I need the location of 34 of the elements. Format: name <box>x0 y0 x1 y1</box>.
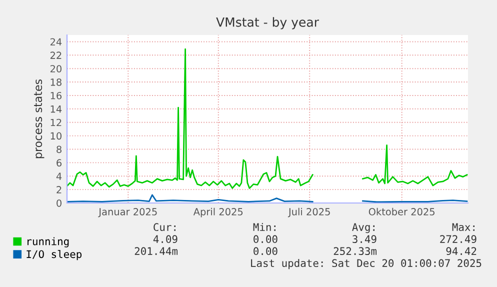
y-tick-label: 22 <box>50 52 62 59</box>
text: 252.33m <box>334 247 377 256</box>
y-tick-label: 18 <box>50 78 62 86</box>
y-tick-label: 8 <box>56 146 62 154</box>
text: Max: <box>452 223 474 232</box>
legend-label: I/O sleep <box>26 250 82 260</box>
y-tick-label: 6 <box>56 159 62 167</box>
text: 4.09 <box>153 235 178 244</box>
text: 3.49 <box>352 235 376 244</box>
y-tick-label: 0 <box>56 199 62 207</box>
y-tick-label: 24 <box>50 38 62 46</box>
x-tick-label: April 2025 <box>193 208 243 218</box>
y-tick-label: 12 <box>50 118 62 126</box>
y-tick-label: 20 <box>50 65 62 72</box>
text: Avg: <box>352 223 374 234</box>
chart-title: VMstat - by year <box>216 17 319 30</box>
text: Cur: <box>154 223 176 232</box>
y-tick-label: 10 <box>50 132 62 140</box>
text: 94.42 <box>446 247 476 256</box>
text: Min: <box>253 222 276 231</box>
x-tick-label: Oktober 2025 <box>368 208 434 216</box>
x-tick-label: Juli 2025 <box>288 208 330 218</box>
text: 201.44m <box>134 247 178 256</box>
y-tick-label: 14 <box>50 106 62 113</box>
y-tick-label: 16 <box>50 92 62 100</box>
text: 0.00 <box>254 247 278 256</box>
y-tick-label: 2 <box>56 186 62 194</box>
x-tick-label: Januar 2025 <box>98 208 157 218</box>
text: 0.00 <box>254 235 278 244</box>
text: Last update: Sat Dec 20 01:00:07 2025 <box>251 258 482 270</box>
legend-label: running <box>28 237 69 248</box>
y-tick-label: 4 <box>56 172 62 180</box>
y-axis-title: process states <box>34 79 44 158</box>
text: 272.49 <box>440 235 476 244</box>
